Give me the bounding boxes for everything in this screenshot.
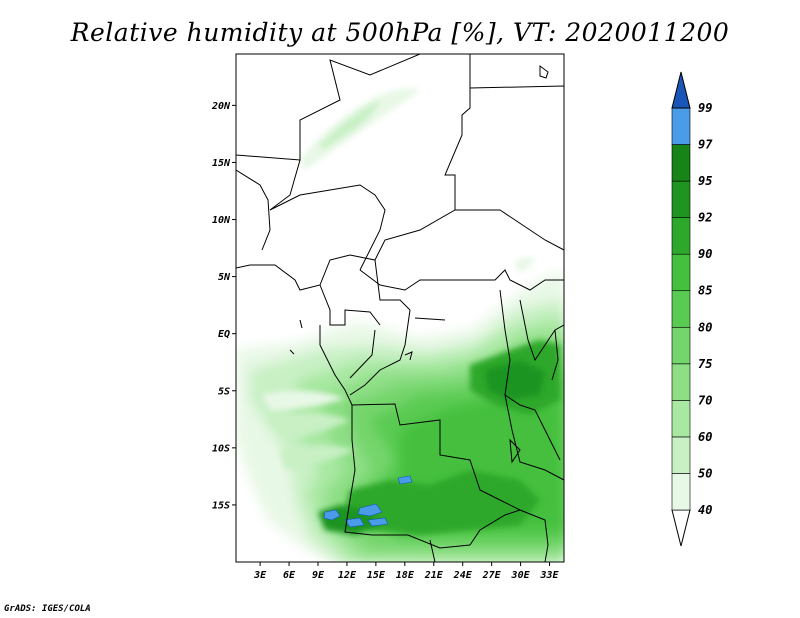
lon-tick-label: 9E <box>312 570 325 581</box>
colorbar-legend: 40 50 60 70 75 80 85 90 92 95 97 99 <box>671 71 713 547</box>
latitude-axis: 20N 15N 10N 5N EQ 5S 10S 15S <box>211 101 236 511</box>
colorbar-segment <box>671 400 691 438</box>
lon-tick-label: 30E <box>511 570 531 581</box>
colorbar-label: 97 <box>698 138 713 152</box>
colorbar-segment <box>671 436 691 474</box>
lat-tick-label: EQ <box>218 329 230 340</box>
colorbar-segment <box>671 107 691 145</box>
colorbar-label: 70 <box>698 393 712 407</box>
lon-tick-label: 27E <box>482 570 502 581</box>
lat-tick-label: 20N <box>211 101 231 112</box>
colorbar-bottom-arrow <box>671 509 691 547</box>
humidity-field <box>236 88 564 562</box>
lon-tick-label: 15E <box>367 570 386 581</box>
colorbar-segment <box>671 253 691 292</box>
lat-tick-label: 15N <box>212 158 231 169</box>
colorbar-segment <box>671 217 691 255</box>
lon-tick-label: 6E <box>283 570 296 581</box>
colorbar-label: 80 <box>698 320 712 334</box>
lat-tick-label: 10S <box>212 443 230 454</box>
colorbar-segment <box>671 144 691 182</box>
colorbar-label: 60 <box>698 430 712 444</box>
map-frame <box>235 53 565 563</box>
lon-tick-label: 24E <box>453 570 473 581</box>
lat-tick-label: 10N <box>212 215 231 226</box>
lat-tick-label: 5S <box>218 386 230 397</box>
map-title: Relative humidity at 500hPa [%], VT: 202… <box>70 18 730 47</box>
colorbar-segment <box>671 290 691 328</box>
lon-tick-label: 18E <box>396 570 415 581</box>
country-borders <box>236 54 564 562</box>
colorbar-label: 50 <box>698 466 712 480</box>
colorbar-label: 90 <box>698 247 712 261</box>
lon-tick-label: 33E <box>539 570 559 581</box>
colorbar-label: 92 <box>698 211 712 225</box>
colorbar-segment <box>671 363 691 401</box>
colorbar-segment <box>671 326 691 365</box>
colorbar-label: 95 <box>698 174 712 188</box>
colorbar-label: 99 <box>698 101 712 115</box>
colorbar-segment <box>671 180 691 218</box>
lon-tick-label: 12E <box>338 570 357 581</box>
lon-tick-label: 3E <box>253 570 267 581</box>
longitude-axis: 3E 6E 9E 12E 15E 18E 21E 24E 27E 30E 33E <box>253 562 560 581</box>
lat-tick-label: 5N <box>218 272 231 283</box>
colorbar-label: 75 <box>698 357 712 371</box>
lat-tick-label: 15S <box>212 500 230 511</box>
colorbar-top-arrow <box>671 71 691 109</box>
grads-credit: GrADS: IGES/COLA <box>4 604 91 614</box>
lon-tick-label: 21E <box>424 570 444 581</box>
colorbar-segment <box>671 473 691 511</box>
colorbar-label: 85 <box>698 284 712 298</box>
colorbar-label: 40 <box>698 503 712 517</box>
